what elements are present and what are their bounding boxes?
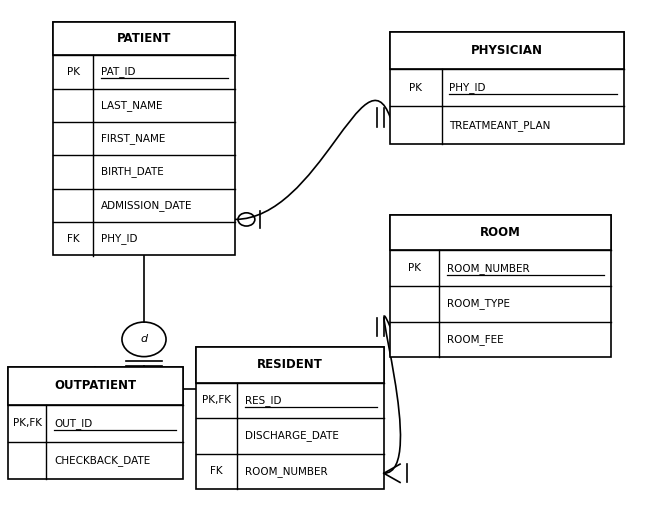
Text: ROOM: ROOM	[480, 226, 521, 239]
Text: FIRST_NAME: FIRST_NAME	[101, 133, 165, 144]
Bar	[53, 22, 235, 256]
Text: PHY_ID: PHY_ID	[449, 82, 486, 93]
Text: PK,FK: PK,FK	[12, 418, 42, 428]
Text: OUTPATIENT: OUTPATIENT	[54, 380, 137, 392]
Bar	[53, 22, 235, 55]
Text: PK,FK: PK,FK	[202, 396, 231, 405]
Text: FK: FK	[210, 467, 223, 476]
Text: PK: PK	[408, 263, 421, 273]
Bar	[196, 347, 384, 489]
Text: ADMISSION_DATE: ADMISSION_DATE	[101, 200, 193, 211]
Bar	[391, 32, 624, 144]
Text: BIRTH_DATE: BIRTH_DATE	[101, 167, 163, 177]
Text: DISCHARGE_DATE: DISCHARGE_DATE	[245, 430, 339, 442]
Bar	[391, 32, 624, 69]
Bar	[8, 367, 183, 405]
Text: RES_ID: RES_ID	[245, 395, 281, 406]
Text: TREATMEANT_PLAN: TREATMEANT_PLAN	[449, 120, 551, 130]
Text: ROOM_NUMBER: ROOM_NUMBER	[245, 466, 327, 477]
Text: PK: PK	[409, 83, 422, 93]
Text: FK: FK	[67, 234, 79, 244]
Text: PATIENT: PATIENT	[117, 32, 171, 45]
Text: CHECKBACK_DATE: CHECKBACK_DATE	[54, 455, 150, 466]
Text: LAST_NAME: LAST_NAME	[101, 100, 163, 111]
Text: RESIDENT: RESIDENT	[257, 358, 323, 371]
Bar	[196, 347, 384, 383]
Text: PK: PK	[66, 67, 79, 77]
Bar	[391, 215, 611, 357]
Bar	[391, 215, 611, 250]
Text: ROOM_TYPE: ROOM_TYPE	[447, 298, 510, 309]
Text: ROOM_NUMBER: ROOM_NUMBER	[447, 263, 529, 274]
Text: PAT_ID: PAT_ID	[101, 66, 135, 77]
Text: ROOM_FEE: ROOM_FEE	[447, 334, 503, 345]
Text: d: d	[141, 334, 148, 344]
Bar	[8, 367, 183, 479]
Text: PHYSICIAN: PHYSICIAN	[471, 44, 543, 57]
Text: OUT_ID: OUT_ID	[54, 418, 92, 429]
Text: PHY_ID: PHY_ID	[101, 234, 137, 244]
